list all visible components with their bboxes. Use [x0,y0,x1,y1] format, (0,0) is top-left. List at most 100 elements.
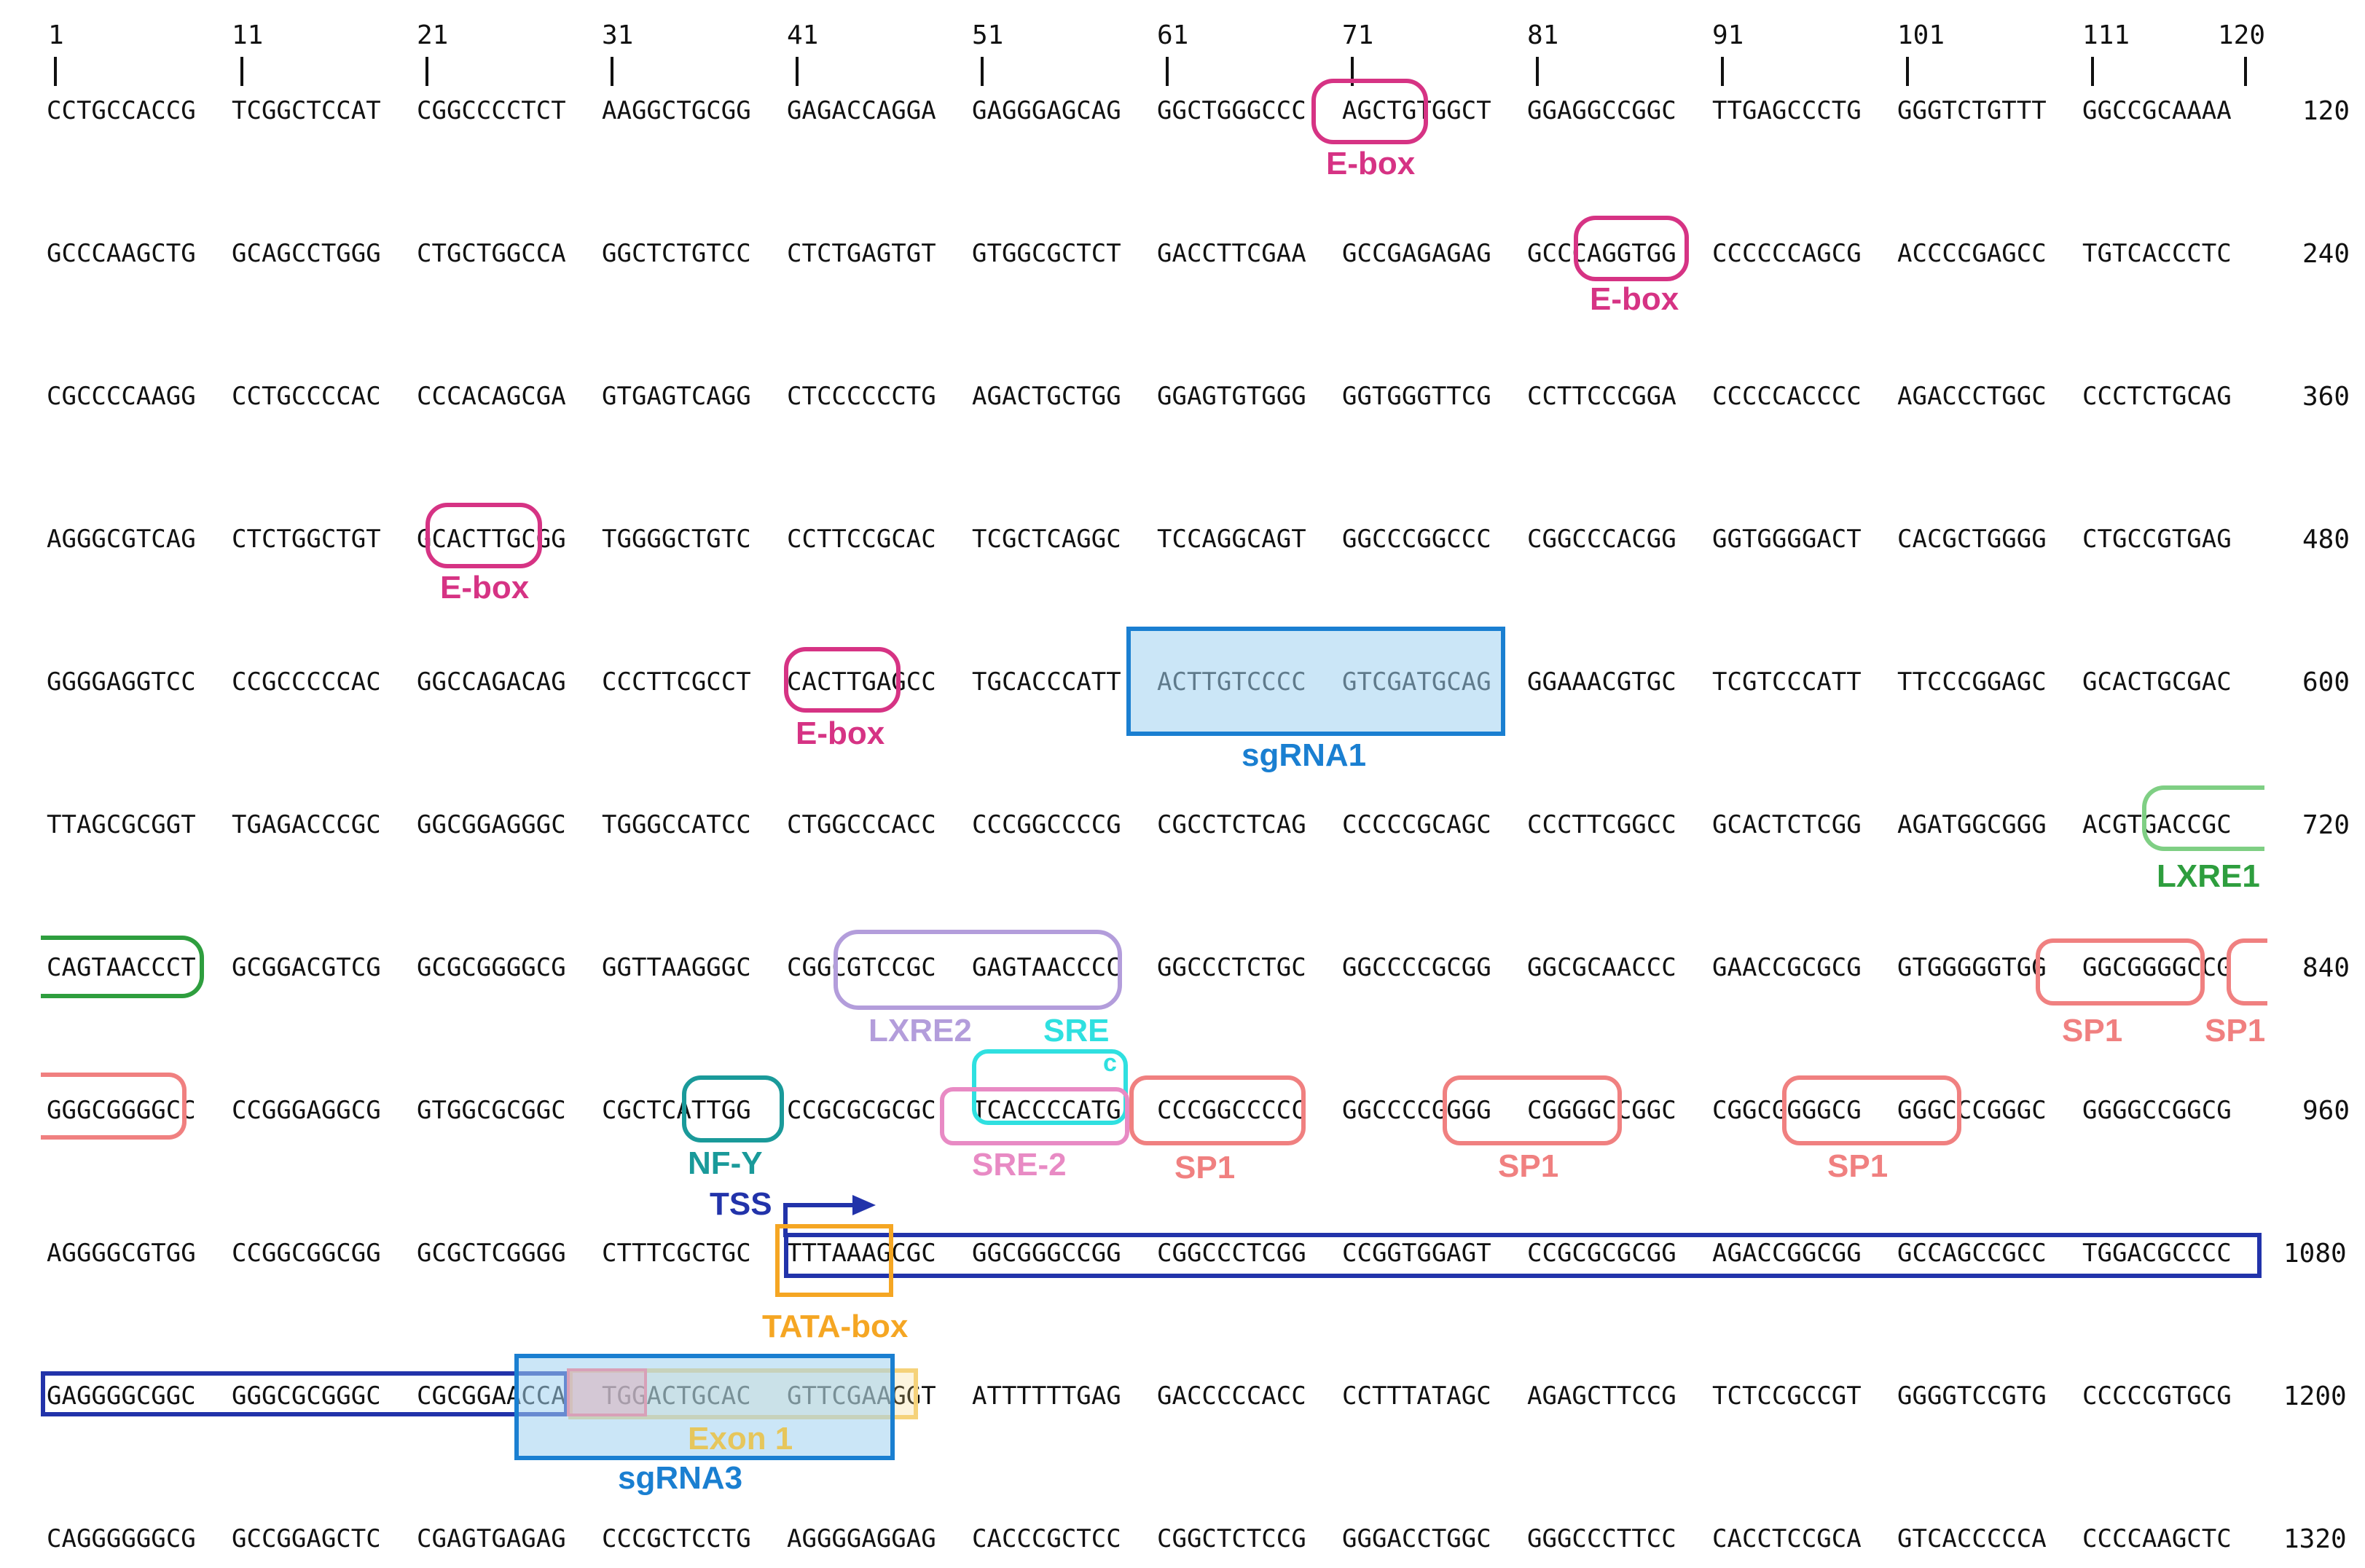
sequence-block: AGACCCTGGC [1897,382,2047,411]
sequence-row: GCCCAAGCTG GCAGCCTGGG CTGCTGGCCA GGCTCTGTCC… [0,239,2365,283]
sequence-block: CGCTCATTGG [602,1096,751,1125]
sequence-block: CGGCCCACGG [1527,525,1676,554]
sequence-block: CGGCGTCCGC [787,953,936,982]
sequence-block: CCTTTATAGC [1342,1381,1491,1411]
sequence-block: CTCCCCCCTG [787,382,936,411]
tata-label: TATA-box [762,1309,909,1344]
ruler-label: 51 [972,20,1004,50]
ebox-label: E-box [440,570,530,605]
ruler-tick [981,57,984,86]
sequence-block: GGCCAGACAG [417,667,566,697]
sequence-block: GGCGGAGGGC [417,810,566,839]
sequence-block: TTTAAAGCGC [787,1239,936,1268]
sequence-block: CGCCCCAAGG [47,382,196,411]
lxre2-box [834,930,1122,1010]
sp1-box [1443,1075,1622,1145]
sequence-block: CCGCGCGCGG [1527,1239,1676,1268]
sequence-block: GGGCCCTTCC [1527,1524,1676,1553]
sequence-block: TGGACGCCCC [2082,1239,2232,1268]
sequence-block: CCGGCGGCGG [232,1239,381,1268]
ruler-tick [1906,57,1909,86]
sequence-block: GAGGGAGCAG [972,96,1121,125]
sequence-block: CACTTGAGCC [787,667,936,697]
row-end-position: 1320 [2283,1524,2347,1554]
sre2-box [940,1087,1129,1145]
sequence-block: GGTGGGGACT [1712,525,1862,554]
sequence-block: GGCCGCAAAA [2082,96,2232,125]
sequence-block: CACCTCCGCA [1712,1524,1862,1553]
sequence-block: TCGTCCCATT [1712,667,1862,697]
ruler-label: 1 [48,20,64,50]
row-end-position: 120 [2302,96,2350,126]
ruler-tick [1166,57,1169,86]
sp1-label: SP1 [2062,1013,2123,1048]
exon1-outline [784,1233,2262,1278]
sequence-block: CCTGCCCCAC [232,382,381,411]
lxre1-box [2142,785,2264,851]
sequence-block: CCCCCACCCC [1712,382,1862,411]
sequence-row: AGGGCGTCAG CTCTGGCTGT GCACTTGCGG TGGGGCTGTC… [0,525,2365,568]
row-end-position: 720 [2302,810,2350,840]
sequence-block: AGGGCGTCAG [47,525,196,554]
sequence-block: TGGGCCATCC [602,810,751,839]
sp1-box [1129,1075,1306,1145]
sgrna3-label: sgRNA3 [618,1460,743,1496]
sequence-block: GAACCGCGCG [1712,953,1862,982]
sequence-block: CTCTGGCTGT [232,525,381,554]
sequence-block: CGGCCCTCGG [1157,1239,1306,1268]
sequence-block: GCAGCCTGGG [232,239,381,268]
sre2-label: SRE-2 [972,1147,1067,1183]
ruler-label: 31 [602,20,634,50]
sequence-block: GGCCCTCTGC [1157,953,1306,982]
sequence-block: CGGGGCCGGC [1527,1096,1676,1125]
sequence-block: CCTTCCGCAC [787,525,936,554]
sequence-block: CAGGGGGGCG [47,1524,196,1553]
sequence-block: ATTTTTTGAG [972,1381,1121,1411]
ruler-label: 41 [787,20,819,50]
sequence-block: CCCCCGTGCG [2082,1381,2232,1411]
sequence-block: CCCTCTGCAG [2082,382,2232,411]
sp1-box [1782,1075,1961,1145]
sequence-block: CGGCTCTCCG [1157,1524,1306,1553]
sequence-block: GGCGCAACCC [1527,953,1676,982]
sequence-row: TTAGCGCGGT TGAGACCCGC GGCGGAGGGC TGGGCCATCC… [0,810,2365,854]
lxre1-box-continued [41,936,204,998]
row-end-position: 240 [2302,239,2350,269]
sgrna3-box [514,1354,895,1460]
sequence-block: GGGTCTGTTT [1897,96,2047,125]
ebox-annotation [425,503,542,568]
row-end-position: 600 [2302,667,2350,697]
sequence-block: CCCCCGCAGC [1342,810,1491,839]
sequence-block: GGAGGCCGGC [1527,96,1676,125]
sequence-block: AGAGCTTCCG [1527,1381,1676,1411]
sequence-block: GCCCAAGCTG [47,239,196,268]
ruler-tick [796,57,799,86]
sp1-box-continued [41,1073,187,1140]
lxre2-label: LXRE2 [868,1013,972,1048]
sequence-block: AGGGGCGTGG [47,1239,196,1268]
sequence-row: AGGGGCGTGG CCGGCGGCGG GCGCTCGGGG CTTTCGCTGC… [0,1239,2365,1282]
ruler-tick [425,57,428,86]
sequence-block: AGACCGGCGG [1712,1239,1862,1268]
sequence-block: TCTCCGCCGT [1712,1381,1862,1411]
sequence-block: GAGGGGCGGC [47,1381,196,1411]
sequence-block: GGTGGGTTCG [1342,382,1491,411]
row-end-position: 1080 [2283,1239,2347,1269]
sequence-block: CCTGCCACCG [47,96,196,125]
sequence-block: AGCTGTGGCT [1342,96,1491,125]
sequence-block: TCACCCCATG [972,1096,1121,1125]
sre-label: SRE [1043,1013,1110,1048]
sequence-block: GGCCCCGGGG [1342,1096,1491,1125]
nfy-label: NF-Y [688,1145,763,1181]
ruler-label: 81 [1527,20,1559,50]
sequence-block: CCCACAGCGA [417,382,566,411]
sgrna1-label: sgRNA1 [1242,737,1367,773]
sequence-row: CGCCCCAAGG CCTGCCCCAC CCCACAGCGA GTGAGTCAGG… [0,382,2365,426]
sequence-block: GGAAACGTGC [1527,667,1676,697]
ruler-tick [1536,57,1539,86]
ruler-label: 111 [2082,20,2130,50]
sequence-block: GGGGAGGTCC [47,667,196,697]
row-end-position: 360 [2302,382,2350,412]
ebox-annotation [784,647,901,713]
tata-box [775,1224,893,1297]
